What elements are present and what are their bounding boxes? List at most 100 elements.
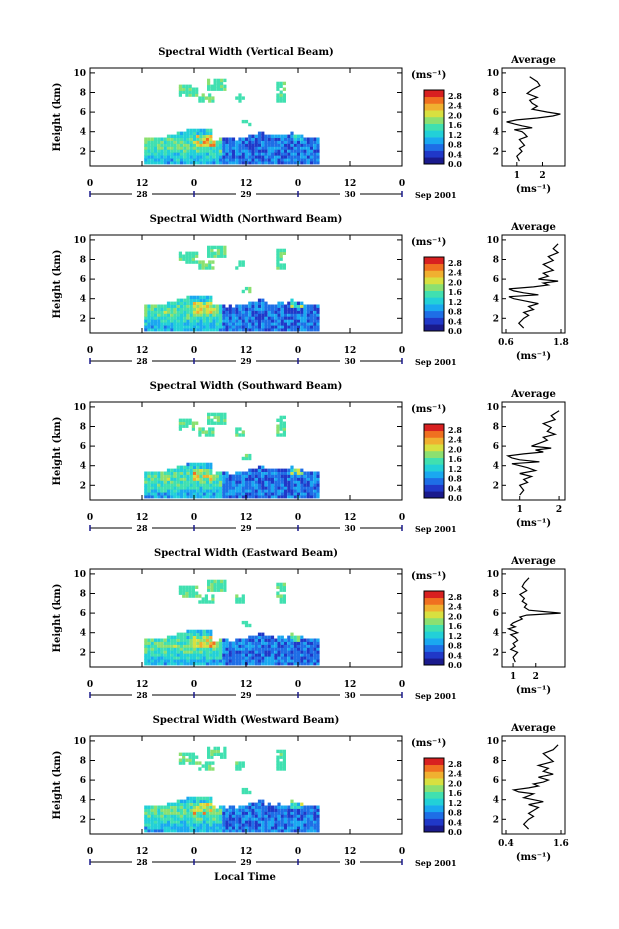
heatmap-cell — [283, 820, 288, 824]
average-frame — [501, 735, 566, 835]
heatmap-cell — [189, 823, 193, 827]
heatmap-cell — [270, 805, 275, 809]
heatmap-cell — [238, 656, 242, 660]
heatmap-cell — [160, 638, 164, 642]
heatmap-cell — [228, 137, 232, 141]
heatmap-cell — [186, 301, 190, 305]
heatmap-cell — [244, 659, 249, 663]
heatmap-cell — [244, 313, 249, 317]
heatmap-cell — [303, 480, 307, 484]
heatmap-cell — [205, 802, 210, 806]
heatmap-cell — [270, 307, 275, 311]
heatmap-cell — [231, 313, 236, 317]
heatmap-cell — [283, 829, 288, 833]
heatmap-cell — [192, 823, 197, 827]
heatmap-cell — [196, 632, 200, 636]
heatmap-cell — [196, 152, 200, 156]
heatmap-cell — [153, 644, 158, 648]
heatmap-cell — [218, 471, 223, 475]
heatmap-cell — [208, 761, 212, 765]
heatmap-cell — [188, 585, 192, 589]
y-tick-label: 6 — [80, 776, 86, 786]
heatmap-cell — [173, 313, 177, 317]
heatmap-cell — [267, 477, 271, 481]
heatmap-cell — [202, 480, 206, 484]
heatmap-cell — [300, 477, 304, 481]
heatmap-cell — [228, 319, 232, 323]
heatmap-cell — [183, 152, 187, 156]
heatmap-cell — [300, 319, 304, 323]
heatmap-cell — [205, 161, 210, 165]
heatmap-cell — [282, 585, 286, 589]
heatmap-cell — [223, 245, 227, 250]
heatmap-cell — [222, 328, 226, 332]
heatmap-cell — [185, 257, 189, 261]
heatmap-cell — [199, 650, 203, 654]
day-label-bg — [236, 690, 256, 700]
colorbar-segment — [424, 604, 444, 612]
heatmap-cell — [300, 641, 304, 645]
heatmap-cell — [202, 304, 206, 308]
heatmap-cell — [189, 641, 193, 645]
heatmap-cell — [196, 489, 200, 493]
heatmap-cell — [209, 301, 213, 305]
heatmap-cell — [257, 298, 262, 302]
heatmap-cell — [267, 647, 271, 651]
heatmap-cell — [183, 158, 187, 162]
x-tick-label: 12 — [240, 346, 253, 356]
heatmap-cell — [306, 808, 310, 812]
x-tick-label: 0 — [87, 847, 93, 857]
heatmap-cell — [293, 659, 297, 663]
heatmap-cell — [241, 433, 245, 437]
heatmap-cell — [276, 87, 280, 91]
heatmap-cell — [283, 474, 288, 478]
heatmap-cell — [207, 84, 211, 88]
heatmap-cell — [274, 313, 278, 317]
heatmap-cell — [238, 152, 242, 156]
heatmap-cell — [198, 96, 202, 100]
y-tick-label: 10 — [73, 737, 86, 747]
heatmap-cell — [157, 304, 161, 308]
heatmap-cell — [183, 325, 187, 329]
heatmap-cell — [209, 128, 213, 133]
heatmap-cell — [223, 418, 227, 422]
heatmap-cell — [205, 817, 210, 821]
heatmap-cell — [207, 248, 211, 253]
heatmap-cell — [166, 149, 171, 153]
heatmap-cell — [205, 471, 210, 475]
heatmap-cell — [205, 307, 210, 311]
heatmap-cell — [231, 820, 236, 824]
heatmap-cell — [296, 316, 301, 320]
heatmap-cell — [170, 650, 174, 654]
heatmap-cell — [277, 307, 281, 311]
heatmap-cell — [189, 304, 193, 308]
heatmap-cell — [178, 418, 182, 422]
heatmap-cell — [189, 161, 193, 165]
heatmap-cell — [257, 808, 262, 812]
heatmap-cell — [277, 647, 281, 651]
heatmap-cell — [251, 313, 255, 317]
heatmap-cell — [287, 304, 291, 308]
heatmap-cell — [211, 427, 215, 431]
average-y-tick-label: 4 — [493, 629, 499, 639]
heatmap-cell — [248, 635, 252, 639]
heatmap-cell — [293, 155, 297, 159]
heatmap-cell — [222, 829, 226, 833]
heatmap-cell — [189, 489, 193, 493]
heatmap-cell — [160, 477, 164, 481]
heatmap-cell — [191, 761, 195, 765]
heatmap-cell — [170, 823, 174, 827]
heatmap-cell — [196, 635, 200, 639]
heatmap-cell — [202, 820, 206, 824]
heatmap-cell — [186, 817, 190, 821]
heatmap-cell — [276, 99, 280, 103]
heatmap-cell — [254, 328, 258, 332]
heatmap-cell — [191, 755, 195, 759]
heatmap-cell — [235, 477, 239, 481]
heatmap-cell — [313, 328, 317, 332]
heatmap-cell — [293, 811, 297, 815]
heatmap-cell — [257, 805, 262, 809]
heatmap-cell — [147, 820, 151, 824]
heatmap-cell — [222, 477, 226, 481]
